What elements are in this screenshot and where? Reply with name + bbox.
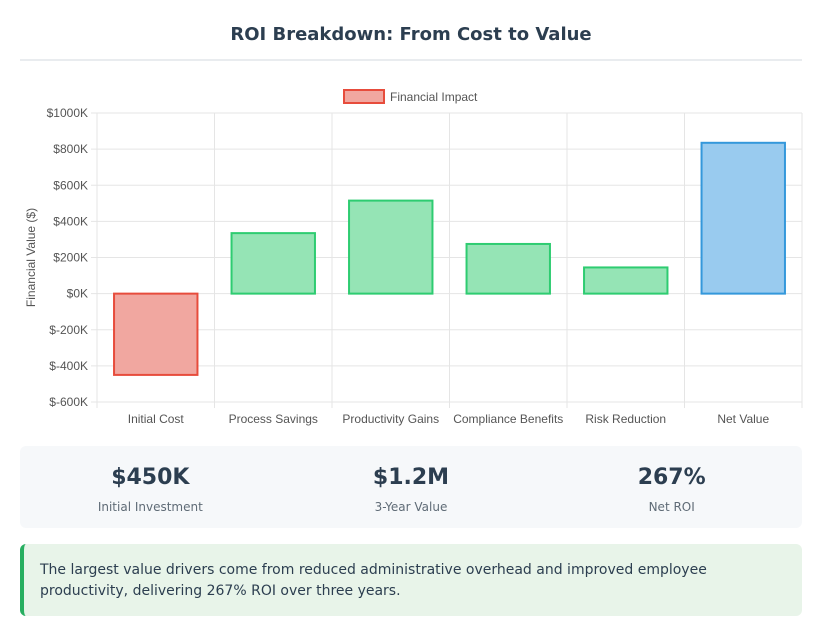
bar-net-value bbox=[700, 141, 786, 295]
stat-three-year-value: $1.2M 3-Year Value bbox=[281, 446, 542, 528]
roi-bar-chart: $1000K $800K $600K $400K $200K $0K $-200K $-400… bbox=[24, 89, 803, 426]
y-axis-title: Financial Value ($) bbox=[24, 208, 38, 307]
title-divider bbox=[20, 59, 802, 61]
y-tick-label: $1000K bbox=[47, 106, 88, 120]
stat-initial-investment: $450K Initial Investment bbox=[20, 446, 281, 528]
stat-label: Net ROI bbox=[648, 500, 695, 514]
stat-value: $450K bbox=[111, 465, 190, 490]
y-tick-label: $-600K bbox=[49, 395, 88, 409]
stats-panel: $450K Initial Investment $1.2M 3-Year Va… bbox=[20, 446, 802, 528]
legend-swatch bbox=[343, 89, 385, 104]
x-tick-label: Net Value bbox=[717, 412, 769, 426]
x-tick-label: Productivity Gains bbox=[342, 412, 439, 426]
legend-label: Financial Impact bbox=[390, 90, 478, 104]
x-tick-label: Risk Reduction bbox=[585, 412, 666, 426]
y-tick-label: $800K bbox=[53, 142, 88, 156]
stat-net-roi: 267% Net ROI bbox=[541, 446, 802, 528]
stat-value: 267% bbox=[637, 465, 706, 490]
y-tick-label: $200K bbox=[53, 251, 88, 265]
y-tick-label: $-200K bbox=[49, 323, 88, 337]
x-tick-label: Initial Cost bbox=[128, 412, 185, 426]
bar-productivity-gains bbox=[348, 199, 434, 295]
insight-callout: The largest value drivers come from redu… bbox=[20, 544, 802, 616]
stat-label: Initial Investment bbox=[97, 500, 203, 514]
y-tick-label: $600K bbox=[53, 178, 88, 192]
bar-process-savings bbox=[230, 232, 316, 295]
stat-value: $1.2M bbox=[372, 465, 450, 490]
bar-risk-reduction bbox=[583, 266, 669, 295]
stat-label: 3-Year Value bbox=[374, 500, 448, 514]
x-tick-label: Compliance Benefits bbox=[453, 412, 563, 426]
y-tick-label: $400K bbox=[53, 214, 88, 228]
bar-compliance-benefits bbox=[465, 242, 551, 295]
bar-initial-cost bbox=[113, 292, 199, 376]
page-title: ROI Breakdown: From Cost to Value bbox=[230, 24, 592, 45]
x-tick-label: Process Savings bbox=[229, 412, 318, 426]
y-tick-label: $0K bbox=[67, 287, 88, 301]
y-tick-label: $-400K bbox=[49, 359, 88, 373]
